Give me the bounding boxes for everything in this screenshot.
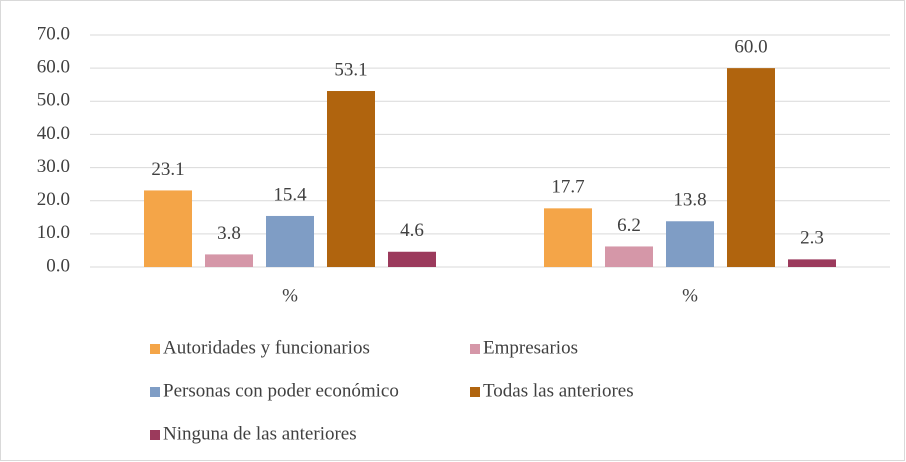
legend-swatch	[150, 344, 160, 354]
bar	[144, 190, 192, 267]
bar	[544, 208, 592, 267]
y-tick-label: 10.0	[37, 222, 70, 243]
bar	[327, 91, 375, 267]
y-tick-label: 20.0	[37, 189, 70, 210]
x-tick-label: %	[682, 285, 698, 306]
legend-swatch	[150, 430, 160, 440]
data-label: 6.2	[617, 215, 641, 236]
data-label: 3.8	[217, 223, 241, 244]
y-tick-label: 70.0	[37, 23, 70, 44]
data-label: 13.8	[673, 190, 706, 211]
data-label: 2.3	[800, 228, 824, 249]
bar	[727, 68, 775, 268]
legend-label: Autoridades y funcionarios	[163, 337, 370, 358]
legend-label: Ninguna de las anteriores	[163, 423, 357, 444]
bar	[266, 215, 314, 267]
bar	[388, 251, 436, 267]
data-label: 4.6	[400, 220, 424, 241]
bar	[605, 246, 653, 267]
legend-label: Todas las anteriores	[483, 380, 634, 401]
data-label: 23.1	[151, 159, 184, 180]
legend-label: Empresarios	[483, 337, 578, 358]
legend-swatch	[150, 387, 160, 397]
x-tick-label: %	[282, 285, 298, 306]
y-tick-label: 50.0	[37, 90, 70, 111]
legend-swatch	[470, 387, 480, 397]
bar	[205, 254, 253, 267]
y-tick-label: 60.0	[37, 57, 70, 78]
y-tick-label: 0.0	[46, 255, 70, 276]
legend-swatch	[470, 344, 480, 354]
data-label: 60.0	[734, 37, 767, 58]
data-label: 53.1	[334, 59, 367, 80]
legend-label: Personas con poder económico	[163, 380, 399, 401]
y-tick-label: 40.0	[37, 123, 70, 144]
bar	[666, 221, 714, 267]
bar	[788, 259, 836, 267]
y-tick-label: 30.0	[37, 156, 70, 177]
data-label: 15.4	[273, 184, 307, 205]
data-label: 17.7	[551, 177, 584, 198]
